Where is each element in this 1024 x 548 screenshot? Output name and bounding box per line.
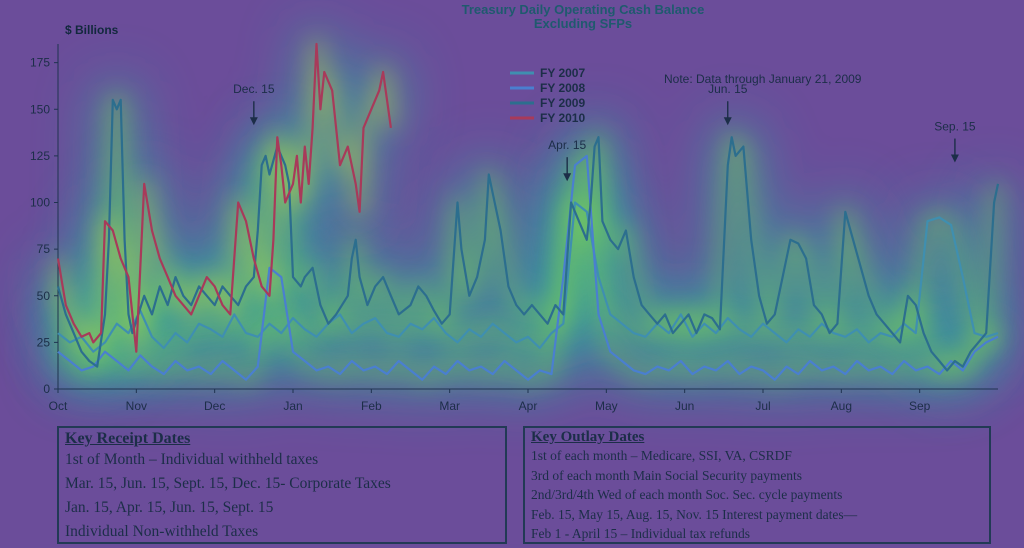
receipt-line: 1st of Month – Individual withheld taxes [65,451,319,468]
x-tick-label: Mar [439,399,460,413]
outlay-line: 2nd/3rd/4th Wed of each month Soc. Sec. … [531,487,843,502]
annotation-arrowhead [723,117,732,126]
x-tick-label: Aug [831,399,852,413]
receipt-box-title: Key Receipt Dates [65,430,191,447]
y-tick-label: 175 [30,56,50,70]
data-note: Note: Data through January 21, 2009 [664,72,862,86]
x-tick-label: Oct [49,399,68,413]
x-tick-label: May [595,399,618,413]
date-annotations: Dec. 15 Apr. 15 Jun. 15 Sep. 15 [233,82,976,182]
annotation-label: Apr. 15 [548,138,586,152]
x-tick-label: Apr [519,399,538,413]
x-tick-label: Nov [126,399,147,413]
outlay-line: 1st of each month – Medicare, SSI, VA, C… [531,448,792,463]
x-tick-label: Jun [675,399,694,413]
x-tick-label: Dec [204,399,225,413]
y-tick-label: 50 [37,289,51,303]
y-tick-label: 0 [43,382,50,396]
legend-label: FY 2007 [540,66,585,80]
series-line [56,98,1000,372]
y-tick-label: 25 [37,335,51,349]
receipt-line: Jan. 15, Apr. 15, Jun. 15, Sept. 15 [65,499,274,516]
y-tick-label: 100 [30,196,50,210]
receipt-line: Mar. 15, Jun. 15, Sept. 15, Dec. 15- Cor… [65,475,391,492]
key-receipt-dates-box: Key Receipt Dates 1st of Month – Individ… [57,426,507,544]
legend-label: FY 2009 [540,96,585,110]
annotation-label: Jun. 15 [708,82,748,96]
y-axis-unit-label: $ Billions [65,23,119,37]
y-tick-label: 75 [37,242,51,256]
chart-subtitle: Excluding SFPs [534,16,632,31]
chart-axes: 0 25 50 75 100 125 150 175 Oct Nov Dec Jan Feb Mar Apr… [30,44,998,413]
legend-label: FY 2010 [540,111,585,125]
outlay-line: Feb 1 - April 15 – Individual tax refund… [531,526,750,541]
series-line [56,42,392,353]
outlay-box-title: Key Outlay Dates [531,429,645,445]
key-outlay-dates-box: Key Outlay Dates 1st of each month – Med… [523,426,991,544]
y-tick-label: 125 [30,149,50,163]
outlay-line: 3rd of each month Main Social Security p… [531,467,803,483]
annotation-arrowhead [950,154,959,163]
annotation-arrowhead [249,117,258,126]
series-lines [56,42,1000,381]
x-tick-label: Jan [283,399,302,413]
legend-label: FY 2008 [540,81,585,95]
x-tick-label: Feb [361,399,382,413]
outlay-line: Feb. 15, May 15, Aug. 15, Nov. 15 Intere… [531,506,858,522]
series-line [57,154,999,381]
annotation-label: Sep. 15 [934,120,976,134]
receipt-line: Individual Non-withheld Taxes [65,523,259,540]
annotation-label: Dec. 15 [233,82,275,96]
series-line [57,201,999,353]
chart-title: Treasury Daily Operating Cash Balance [462,2,705,17]
x-tick-label: Jul [755,399,770,413]
x-tick-label: Sep [909,399,931,413]
y-tick-label: 150 [30,102,50,116]
annotation-arrowhead [563,173,572,182]
